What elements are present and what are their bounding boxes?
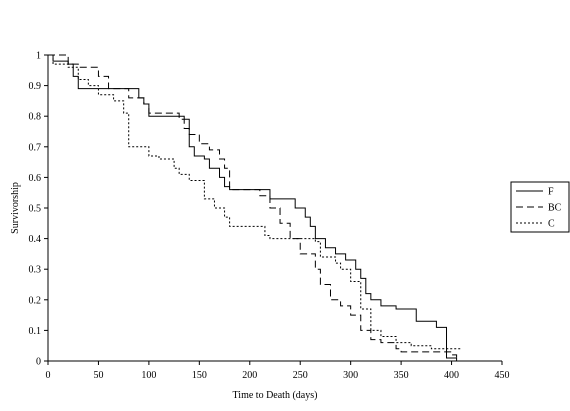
y-tick-label: 0.3 bbox=[29, 265, 42, 276]
x-tick-label: 100 bbox=[141, 370, 156, 381]
x-tick-label: 450 bbox=[495, 370, 510, 381]
series-line-c bbox=[48, 54, 462, 350]
y-ticks: 0 0.1 0.2 0.3 0.4 0.5 0.6 0.7 0.8 0.9 1 bbox=[29, 51, 48, 368]
y-tick-label: 0.1 bbox=[29, 326, 42, 337]
y-tick-label: 0.9 bbox=[29, 81, 42, 92]
y-tick-label: 0.8 bbox=[29, 112, 42, 123]
series-lines bbox=[48, 54, 462, 361]
y-tick-label: 0.6 bbox=[29, 173, 42, 184]
x-tick-label: 400 bbox=[444, 370, 459, 381]
legend-label-f: F bbox=[548, 187, 554, 198]
y-tick-label: 0 bbox=[36, 357, 41, 368]
x-tick-label: 200 bbox=[242, 370, 257, 381]
x-tick-label: 0 bbox=[46, 370, 51, 381]
legend-label-c: C bbox=[548, 219, 555, 230]
y-tick-label: 0.7 bbox=[29, 142, 42, 153]
x-tick-label: 150 bbox=[192, 370, 207, 381]
legend-label-bc: BC bbox=[548, 203, 562, 214]
plot-area: 0 50 100 150 200 250 300 350 400 450 0 0.1 0.2 0.3 0.… bbox=[29, 51, 510, 382]
y-tick-label: 1 bbox=[36, 51, 41, 62]
series-line-f bbox=[48, 54, 458, 361]
x-tick-label: 300 bbox=[343, 370, 358, 381]
x-axis-title: Time to Death (days) bbox=[233, 390, 318, 401]
legend: F BC C bbox=[510, 181, 570, 233]
x-ticks: 0 50 100 150 200 250 300 350 400 450 bbox=[46, 361, 510, 381]
y-tick-label: 0.5 bbox=[29, 204, 42, 215]
x-tick-label: 250 bbox=[293, 370, 308, 381]
x-tick-label: 50 bbox=[93, 370, 103, 381]
y-axis-title: Survivorship bbox=[10, 182, 21, 234]
x-tick-label: 350 bbox=[394, 370, 409, 381]
y-tick-label: 0.2 bbox=[29, 295, 42, 306]
y-tick-label: 0.4 bbox=[29, 234, 42, 245]
series-line-bc bbox=[48, 54, 458, 358]
